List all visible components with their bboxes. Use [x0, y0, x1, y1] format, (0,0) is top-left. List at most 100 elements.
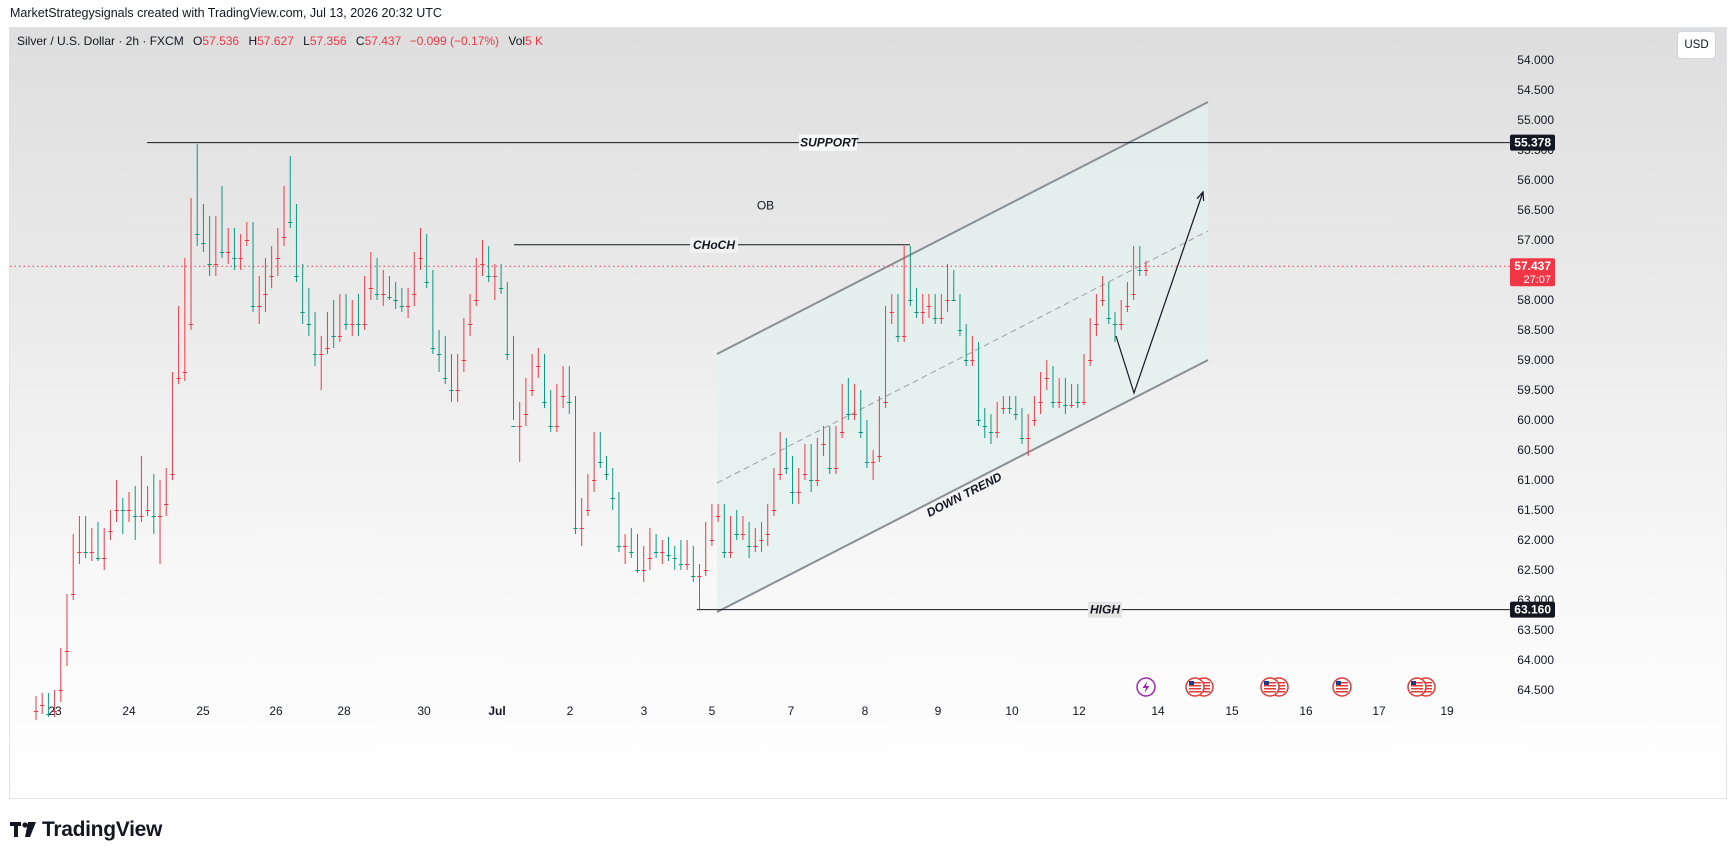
candle-body[interactable] [381, 294, 386, 295]
candle-body[interactable] [1081, 402, 1087, 403]
candle-body[interactable] [331, 336, 336, 337]
candle-body[interactable] [170, 474, 175, 475]
candle-body[interactable] [877, 456, 882, 457]
candle-body[interactable] [945, 300, 950, 301]
candle-body[interactable] [418, 258, 423, 259]
us-flag-event-icon[interactable] [1260, 677, 1280, 697]
candle-body[interactable] [362, 324, 367, 325]
candle-body[interactable] [412, 294, 417, 295]
candle-body[interactable] [722, 552, 727, 553]
candle-body[interactable] [474, 300, 479, 301]
candle-body[interactable] [765, 534, 770, 535]
candle-body[interactable] [746, 546, 752, 547]
candle-body[interactable] [951, 300, 956, 301]
candle-body[interactable] [684, 564, 690, 565]
candle-body[interactable] [1057, 402, 1062, 403]
candle-body[interactable] [554, 426, 560, 427]
candle-body[interactable] [71, 594, 76, 595]
candle-body[interactable] [542, 402, 547, 403]
candle-body[interactable] [784, 468, 789, 469]
candle-body[interactable] [306, 324, 312, 325]
candle-body[interactable] [164, 504, 169, 505]
candle-body[interactable] [108, 531, 113, 532]
candle-body[interactable] [319, 354, 324, 355]
candle-body[interactable] [1106, 318, 1111, 319]
candle-body[interactable] [691, 576, 696, 577]
candle-body[interactable] [213, 264, 219, 265]
candle-body[interactable] [1143, 270, 1149, 271]
candle-body[interactable] [151, 516, 156, 517]
candle-body[interactable] [461, 360, 467, 361]
candle-body[interactable] [269, 276, 274, 277]
candle-body[interactable] [455, 390, 460, 391]
candle-body[interactable] [976, 420, 981, 421]
candle-body[interactable] [858, 432, 863, 433]
candle-body[interactable] [226, 252, 231, 253]
currency-button[interactable]: USD [1677, 31, 1716, 59]
candle-body[interactable] [653, 552, 659, 553]
candle-body[interactable] [1032, 420, 1037, 421]
candle-body[interactable] [864, 462, 870, 463]
candle-body[interactable] [219, 252, 225, 253]
candle-body[interactable] [573, 528, 578, 529]
candle-body[interactable] [1088, 360, 1093, 361]
candle-body[interactable] [1131, 294, 1136, 295]
candle-body[interactable] [523, 414, 529, 415]
candle-body[interactable] [393, 300, 398, 301]
economic-events[interactable] [1136, 677, 1436, 697]
candle-body[interactable] [145, 510, 150, 511]
us-flag-event-icon[interactable] [1407, 677, 1427, 697]
candle-body[interactable] [126, 510, 132, 511]
candle-body[interactable] [734, 534, 739, 535]
candle-body[interactable] [1026, 438, 1031, 439]
candle-body[interactable] [821, 444, 826, 445]
candle-body[interactable] [430, 348, 436, 349]
candle-body[interactable] [405, 306, 411, 307]
candle-body[interactable] [1094, 324, 1099, 325]
candle-body[interactable] [790, 492, 795, 493]
candle-body[interactable] [257, 306, 262, 307]
candle-body[interactable] [895, 336, 901, 337]
candle-body[interactable] [52, 711, 57, 712]
candle-body[interactable] [1075, 402, 1080, 403]
candle-body[interactable] [399, 306, 405, 307]
candle-body[interactable] [815, 480, 820, 481]
candle-body[interactable] [1112, 324, 1118, 325]
candle-body[interactable] [449, 390, 454, 391]
candle-body[interactable] [771, 510, 777, 511]
candle-body[interactable] [244, 240, 250, 241]
candle-body[interactable] [939, 318, 944, 319]
candle-body[interactable] [970, 360, 975, 361]
candle-body[interactable] [988, 432, 994, 433]
candle-body[interactable] [343, 324, 349, 325]
candle-body[interactable] [133, 516, 138, 517]
candle-body[interactable] [114, 510, 119, 511]
candle-body[interactable] [536, 366, 541, 367]
candle-body[interactable] [715, 516, 721, 517]
candle-body[interactable] [1013, 414, 1018, 415]
candle-body[interactable] [232, 258, 237, 259]
candle-body[interactable] [176, 378, 181, 379]
candle-body[interactable] [238, 258, 243, 259]
candle-body[interactable] [963, 360, 969, 361]
candle-body[interactable] [604, 474, 609, 475]
candle-body[interactable] [728, 552, 733, 553]
candle-body[interactable] [368, 288, 374, 289]
candle-body[interactable] [300, 312, 305, 313]
candle-body[interactable] [281, 237, 287, 238]
candle-body[interactable] [288, 222, 293, 223]
candle-body[interactable] [678, 564, 684, 565]
candle-body[interactable] [629, 552, 634, 553]
candle-body[interactable] [40, 705, 45, 706]
candle-body[interactable] [188, 324, 194, 325]
candle-body[interactable] [932, 318, 938, 319]
candle-body[interactable] [796, 492, 801, 493]
candle-body[interactable] [33, 711, 39, 712]
candle-body[interactable] [517, 426, 522, 427]
candle-body[interactable] [1001, 408, 1006, 409]
candle-body[interactable] [492, 276, 498, 277]
candle-body[interactable] [120, 510, 125, 511]
candle-body[interactable] [839, 432, 845, 433]
candle-body[interactable] [325, 348, 330, 349]
candle-body[interactable] [195, 234, 200, 235]
